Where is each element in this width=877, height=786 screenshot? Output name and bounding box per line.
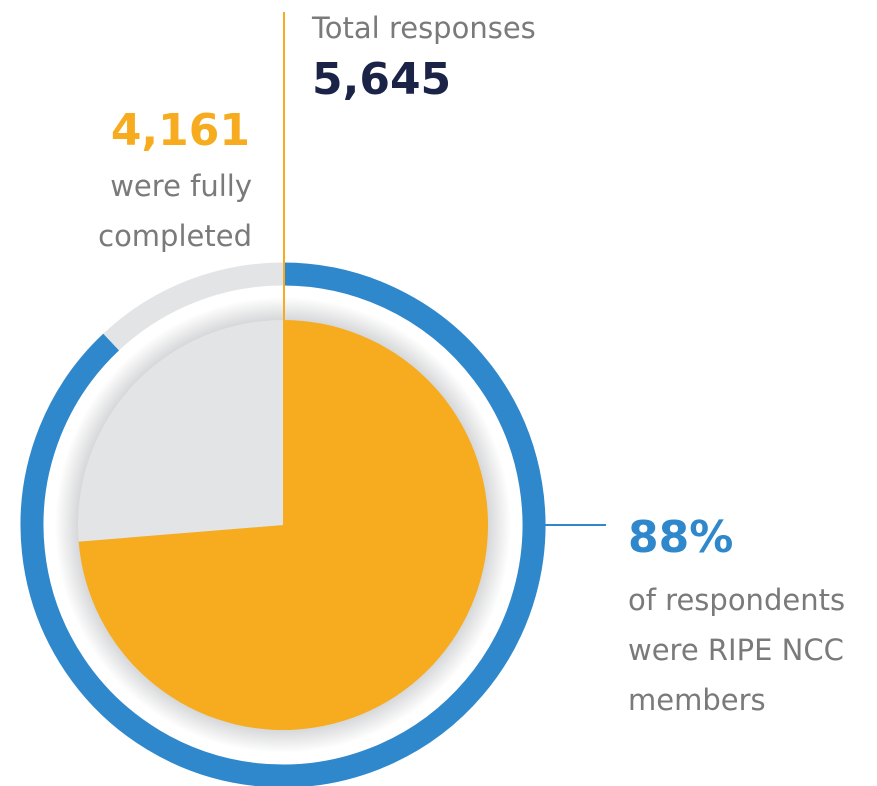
members-value: 88% bbox=[628, 512, 733, 563]
members-text: of respondents bbox=[628, 583, 845, 617]
total-label: Total responses bbox=[311, 11, 536, 45]
completed-text: were fully bbox=[110, 169, 252, 203]
pie-slice bbox=[78, 320, 489, 730]
members-text: were RIPE NCC bbox=[628, 633, 844, 667]
total-value: 5,645 bbox=[312, 54, 451, 105]
ring-arc-rest bbox=[103, 262, 284, 351]
ring-arc bbox=[20, 262, 546, 786]
completed-value: 4,161 bbox=[111, 105, 250, 156]
members-text: members bbox=[628, 683, 766, 717]
pie-slice-rest bbox=[78, 320, 283, 542]
completed-text: completed bbox=[98, 219, 252, 253]
